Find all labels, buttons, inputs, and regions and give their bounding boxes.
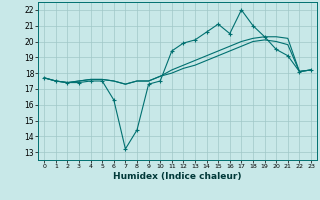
- X-axis label: Humidex (Indice chaleur): Humidex (Indice chaleur): [113, 172, 242, 181]
